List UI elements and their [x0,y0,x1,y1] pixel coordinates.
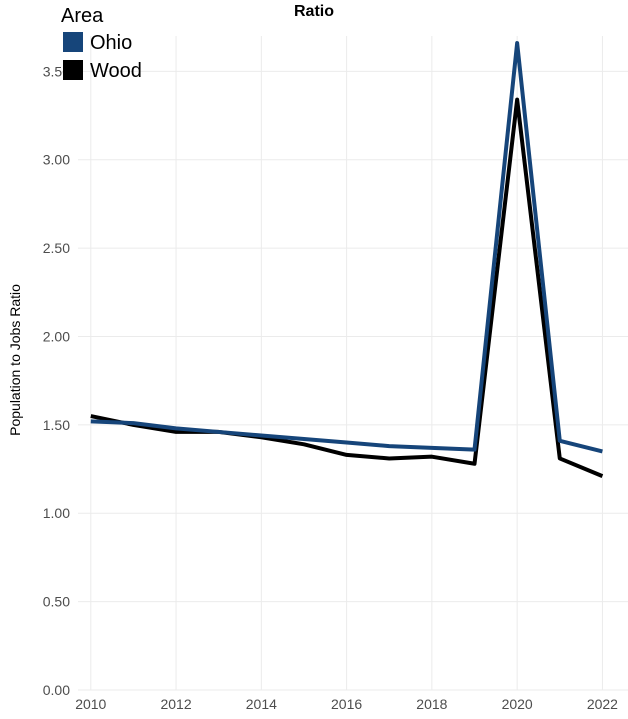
series-line-wood [90,97,604,478]
y-axis-ticks: 0.000.501.001.502.002.503.003.50 [43,63,70,698]
legend-swatch-ohio [63,32,83,52]
legend: Area Ohio Wood [61,5,142,82]
y-tick-label: 2.50 [43,240,70,256]
y-tick-label: 3.00 [43,152,70,168]
x-tick-label: 2016 [331,696,362,712]
x-tick-label: 2022 [587,696,618,712]
y-tick-label: 0.00 [43,682,70,698]
y-tick-label: 1.50 [43,417,70,433]
legend-swatch-wood [63,60,83,80]
grid [78,36,628,691]
x-tick-label: 2018 [416,696,447,712]
y-tick-label: 0.50 [43,594,70,610]
x-axis-ticks: 2010 2012 2014 2016 2018 2020 2022 [75,696,618,712]
series-lines [90,41,604,478]
y-axis-title: Population to Jobs Ratio [7,284,23,436]
x-tick-label: 2014 [246,696,277,712]
x-tick-label: 2010 [75,696,106,712]
legend-label-ohio: Ohio [90,32,132,54]
x-tick-label: 2012 [160,696,191,712]
series-line-ohio [90,41,603,454]
legend-label-wood: Wood [90,60,142,82]
chart-title: Ratio [294,3,334,20]
y-tick-label: 2.00 [43,328,70,344]
y-tick-label: 1.00 [43,505,70,521]
x-tick-label: 2020 [502,696,533,712]
legend-title: Area [61,5,104,27]
